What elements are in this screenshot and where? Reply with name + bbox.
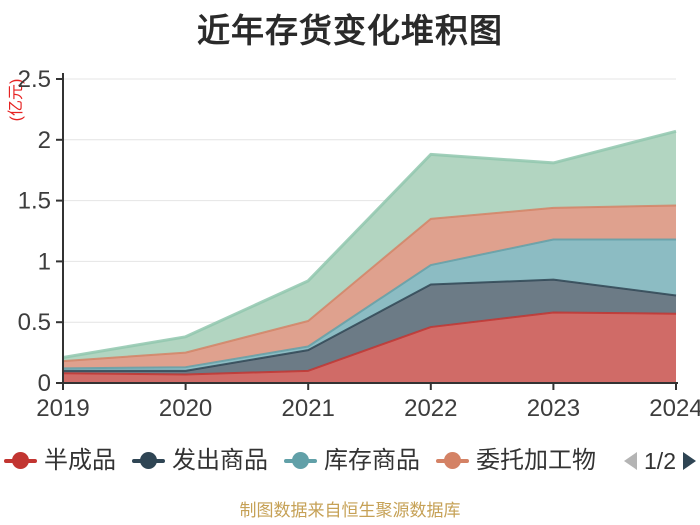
legend-item-0[interactable]: 半成品 [4, 449, 116, 473]
legend-pager: 1/2 [624, 447, 696, 474]
legend-line-dot-icon [284, 452, 317, 470]
x-tick-label: 2020 [159, 395, 212, 422]
legend: 半成品 发出商品 库存商品 委托加工物 1/2 [0, 449, 700, 473]
area-band-series-4[interactable] [63, 131, 676, 362]
y-tick-label: 0 [38, 370, 51, 397]
x-tick-label: 2024 [649, 395, 700, 422]
y-tick-label: 2 [38, 127, 51, 154]
area-band-series-3[interactable] [63, 205, 676, 369]
legend-item-label: 半成品 [44, 447, 116, 474]
area-top-line-series-3 [62, 204, 677, 363]
legend-item-1[interactable]: 发出商品 [132, 449, 268, 473]
legend-item-label: 委托加工物 [476, 447, 596, 474]
legend-item-label: 发出商品 [172, 447, 268, 474]
legend-line-dot-icon [132, 452, 165, 470]
x-tick-label: 2019 [36, 395, 89, 422]
area-band-series-0[interactable] [63, 312, 676, 383]
x-tick-label: 2022 [404, 395, 457, 422]
y-tick-label: 1.5 [18, 188, 51, 215]
legend-item-2[interactable]: 库存商品 [284, 449, 420, 473]
legend-line-dot-icon [4, 452, 37, 470]
y-tick-label: 1 [38, 248, 51, 275]
area-top-line-series-1 [63, 278, 677, 372]
area-top-line-series-2 [62, 238, 676, 370]
legend-item-label: 库存商品 [324, 447, 420, 474]
data-source-footer: 制图数据来自恒生聚源数据库 [239, 501, 461, 520]
legend-next-page-arrow-icon[interactable] [683, 452, 696, 470]
area-band-series-1[interactable] [63, 279, 676, 375]
area-top-line-series-0 [62, 311, 677, 376]
area-top-line-series-4 [62, 129, 677, 359]
legend-line-dot-icon [436, 452, 469, 470]
legend-prev-page-arrow-icon[interactable] [624, 452, 638, 470]
x-tick-label: 2021 [282, 395, 335, 422]
stacked-area-plot: 0 0.5 1 1.5 2 2.5 2019 2020 2021 2022 2023 2024 [18, 66, 700, 422]
y-tick-label: 0.5 [18, 309, 51, 336]
legend-page-indicator: 1/2 [644, 447, 676, 474]
chart-title: 近年存货变化堆积图 [197, 12, 503, 49]
x-tick-label: 2023 [527, 395, 580, 422]
y-tick-label: 2.5 [18, 66, 51, 93]
legend-item-3[interactable]: 委托加工物 [436, 449, 596, 473]
area-band-series-2[interactable] [63, 239, 676, 371]
